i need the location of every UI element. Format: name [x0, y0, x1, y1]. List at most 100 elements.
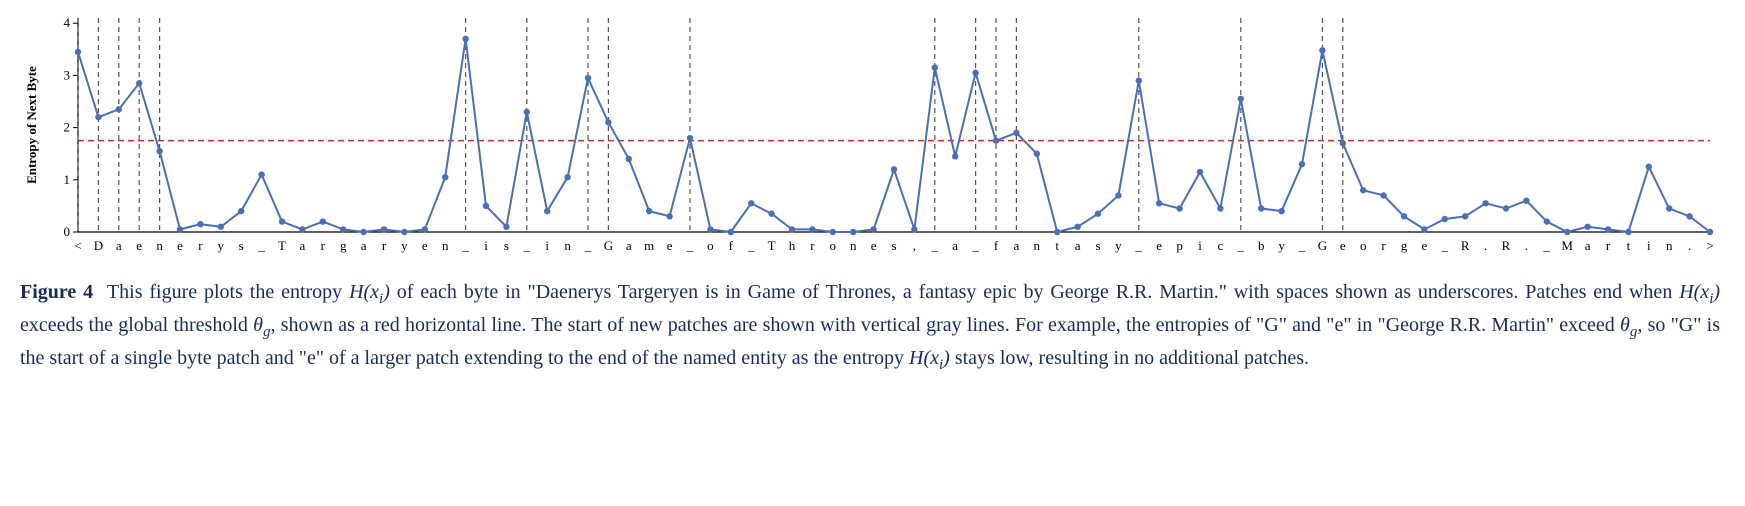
svg-text:i: i — [484, 238, 488, 253]
svg-text:G: G — [604, 238, 613, 253]
svg-text:e: e — [871, 238, 877, 253]
svg-text:_: _ — [971, 238, 979, 253]
svg-text:_: _ — [584, 238, 592, 253]
svg-text:G: G — [1318, 238, 1327, 253]
svg-text:y: y — [1278, 238, 1285, 253]
svg-text:f: f — [994, 238, 999, 253]
svg-text:_: _ — [747, 238, 755, 253]
svg-text:n: n — [442, 238, 449, 253]
svg-text:f: f — [729, 238, 734, 253]
svg-text:.: . — [1525, 238, 1528, 253]
caption-text: of each byte in "Daenerys Targeryen is i… — [390, 281, 1679, 303]
math-H: H(xi) — [349, 281, 390, 303]
svg-text:r: r — [1606, 238, 1611, 253]
svg-text:i: i — [1198, 238, 1202, 253]
svg-text:M: M — [1561, 238, 1573, 253]
svg-text:T: T — [278, 238, 286, 253]
svg-text:_: _ — [523, 238, 531, 253]
svg-text:0: 0 — [64, 224, 71, 239]
svg-text:s: s — [239, 238, 244, 253]
svg-text:Entropy of Next Byte: Entropy of Next Byte — [24, 66, 39, 184]
math-H: H(xi) — [909, 347, 950, 369]
svg-text:.: . — [1484, 238, 1487, 253]
svg-text:>: > — [1706, 238, 1713, 253]
svg-text:r: r — [321, 238, 326, 253]
svg-text:n: n — [564, 238, 571, 253]
svg-text:e: e — [136, 238, 142, 253]
svg-text:a: a — [116, 238, 122, 253]
svg-text:r: r — [382, 238, 387, 253]
svg-text:o: o — [707, 238, 714, 253]
svg-text:r: r — [198, 238, 203, 253]
svg-text:o: o — [830, 238, 837, 253]
svg-text:e: e — [422, 238, 428, 253]
caption-text: , shown as a red horizontal line. The st… — [270, 314, 1620, 336]
svg-text:i: i — [1647, 238, 1651, 253]
svg-text:e: e — [667, 238, 673, 253]
svg-text:o: o — [1360, 238, 1367, 253]
svg-text:a: a — [300, 238, 306, 253]
svg-text:b: b — [1258, 238, 1265, 253]
figure-container: 01234Entropy of Next Byte<Daenerys_Targa… — [20, 10, 1720, 376]
svg-text:i: i — [545, 238, 549, 253]
math-theta: θg — [1620, 314, 1637, 336]
svg-text:y: y — [401, 238, 408, 253]
svg-text:R: R — [1502, 238, 1511, 253]
svg-text:p: p — [1176, 238, 1183, 253]
math-H: H(xi) — [1679, 281, 1720, 303]
svg-text:a: a — [952, 238, 958, 253]
svg-text:n: n — [1666, 238, 1673, 253]
caption-text: exceeds the global threshold — [20, 314, 253, 336]
svg-text:3: 3 — [64, 67, 71, 82]
svg-text:1: 1 — [64, 172, 71, 187]
svg-text:s: s — [504, 238, 509, 253]
svg-text:_: _ — [1298, 238, 1306, 253]
svg-text:_: _ — [931, 238, 939, 253]
svg-text:R: R — [1461, 238, 1470, 253]
svg-text:_: _ — [1441, 238, 1449, 253]
svg-text:y: y — [1115, 238, 1122, 253]
svg-text:_: _ — [1543, 238, 1551, 253]
caption-text: stays low, resulting in no additional pa… — [950, 347, 1309, 369]
svg-text:,: , — [913, 238, 916, 253]
svg-text:h: h — [789, 238, 796, 253]
svg-text:a: a — [1014, 238, 1020, 253]
figure-caption: Figure 4 This figure plots the entropy H… — [20, 278, 1720, 376]
svg-text:g: g — [1401, 238, 1408, 253]
figure-label: Figure 4 — [20, 281, 93, 303]
svg-text:a: a — [361, 238, 367, 253]
svg-text:4: 4 — [64, 15, 71, 30]
svg-text:c: c — [1218, 238, 1224, 253]
svg-text:s: s — [891, 238, 896, 253]
svg-text:e: e — [1340, 238, 1346, 253]
svg-text:2: 2 — [64, 120, 71, 135]
svg-text:D: D — [94, 238, 103, 253]
svg-text:a: a — [1585, 238, 1591, 253]
svg-text:y: y — [218, 238, 225, 253]
svg-text:<: < — [74, 238, 81, 253]
svg-text:_: _ — [461, 238, 469, 253]
svg-text:t: t — [1055, 238, 1059, 253]
svg-text:r: r — [810, 238, 815, 253]
svg-text:_: _ — [1135, 238, 1143, 253]
svg-text:n: n — [1034, 238, 1041, 253]
svg-text:_: _ — [257, 238, 265, 253]
svg-text:_: _ — [1237, 238, 1245, 253]
svg-text:e: e — [1422, 238, 1428, 253]
svg-text:n: n — [850, 238, 857, 253]
svg-text:a: a — [626, 238, 632, 253]
svg-text:r: r — [1381, 238, 1386, 253]
svg-text:n: n — [156, 238, 163, 253]
caption-text: This figure plots the entropy — [107, 281, 349, 303]
svg-text:a: a — [1075, 238, 1081, 253]
svg-text:e: e — [177, 238, 183, 253]
entropy-chart: 01234Entropy of Next Byte<Daenerys_Targa… — [20, 10, 1720, 260]
svg-text:m: m — [644, 238, 654, 253]
svg-text:_: _ — [686, 238, 694, 253]
math-theta: θg — [253, 314, 270, 336]
svg-text:e: e — [1156, 238, 1162, 253]
svg-text:T: T — [768, 238, 776, 253]
svg-text:.: . — [1688, 238, 1691, 253]
svg-text:g: g — [340, 238, 347, 253]
svg-text:t: t — [1627, 238, 1631, 253]
